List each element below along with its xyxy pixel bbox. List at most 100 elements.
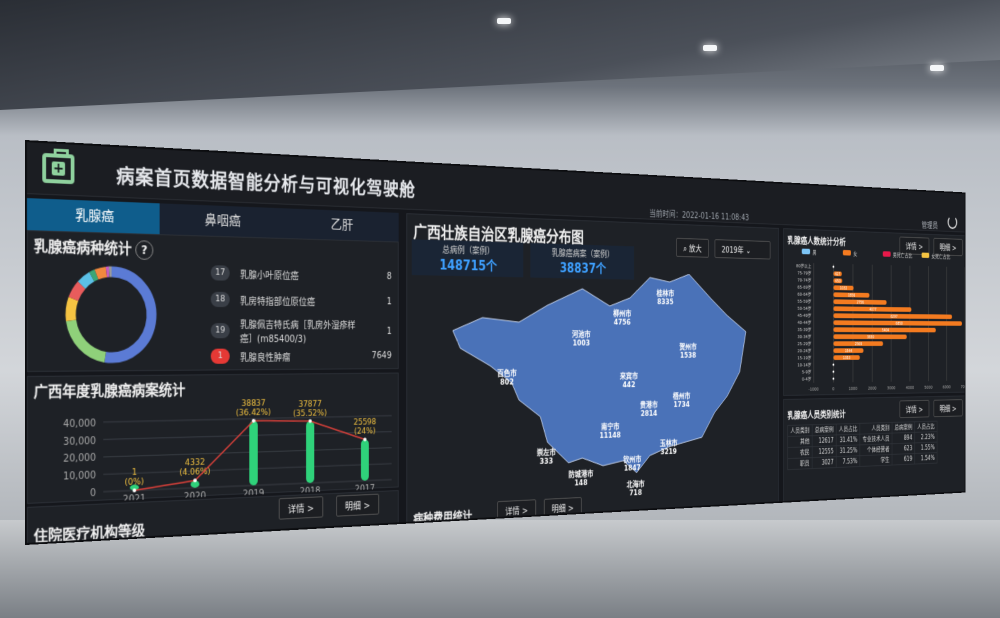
city-value: 442 bbox=[622, 381, 636, 390]
legend-swatch bbox=[882, 251, 891, 257]
guangxi-map bbox=[438, 268, 759, 490]
city-label[interactable]: 河池市 1003 bbox=[572, 331, 591, 348]
city-value: 1003 bbox=[572, 339, 590, 349]
column-header: 总病案例 bbox=[812, 424, 837, 436]
rank-badge: 18 bbox=[210, 291, 230, 308]
y-tick-label: 60-64岁 bbox=[797, 291, 811, 298]
bar bbox=[306, 420, 315, 484]
city-value: 148 bbox=[574, 478, 588, 489]
y-tick-label: 30,000 bbox=[63, 436, 96, 448]
y-tick-label: 30-34岁 bbox=[797, 333, 811, 339]
help-icon[interactable]: ? bbox=[135, 240, 154, 261]
y-tick-label: 25-29岁 bbox=[797, 340, 811, 346]
column-header: 人员类别 bbox=[787, 424, 813, 437]
gridline bbox=[103, 448, 391, 457]
city-label[interactable]: 钦州市 1847 bbox=[623, 456, 641, 473]
donut-slice bbox=[73, 285, 81, 299]
data-label: 38837 bbox=[241, 399, 265, 409]
item-value: 1 bbox=[386, 296, 392, 307]
city-label[interactable]: 崇左市 333 bbox=[537, 449, 556, 467]
y-tick-label: 65-69岁 bbox=[797, 284, 811, 291]
more-button[interactable]: 明细 > bbox=[543, 497, 582, 519]
data-label: (0%) bbox=[125, 477, 144, 488]
list-item[interactable]: 1 乳腺良性肿瘤 7649 bbox=[210, 348, 392, 364]
details-button[interactable]: 详情 > bbox=[497, 499, 536, 522]
x-tick-label: 0 bbox=[832, 387, 834, 392]
city-value: 1734 bbox=[673, 400, 690, 410]
zero-point bbox=[832, 377, 835, 380]
legend-label: 女 bbox=[853, 250, 857, 257]
legend-label: 男死亡占比 bbox=[893, 251, 912, 259]
city-label[interactable]: 防城港市 148 bbox=[569, 470, 594, 488]
city-name: 柳州市 bbox=[613, 310, 632, 319]
panel-title: 乳腺癌病种统计 bbox=[33, 237, 132, 258]
donut-slice bbox=[96, 272, 106, 275]
x-tick-label: 2017 bbox=[355, 484, 375, 495]
data-label: 450 bbox=[835, 279, 841, 284]
x-tick-label: 7000 bbox=[961, 385, 966, 390]
column-header: 总病案例 bbox=[892, 421, 915, 434]
y-tick-label: 70-74岁 bbox=[797, 277, 811, 284]
city-label[interactable]: 柳州市 4756 bbox=[613, 310, 631, 327]
city-label[interactable]: 来宾市 442 bbox=[620, 373, 638, 390]
rank-badge: 19 bbox=[210, 323, 230, 339]
chevron-down-icon: ⌄ bbox=[745, 246, 751, 256]
current-time: 当前时间：2022-01-16 11:08:43 bbox=[649, 209, 750, 223]
data-label: 6850 bbox=[896, 322, 903, 327]
list-item[interactable]: 17 乳腺小叶原位癌 8 bbox=[210, 265, 392, 283]
ceiling-light bbox=[703, 45, 717, 51]
city-label[interactable]: 梧州市 1734 bbox=[673, 393, 690, 410]
y-tick-label: 75-79岁 bbox=[797, 270, 811, 277]
details-button[interactable]: 详情 > bbox=[899, 399, 930, 419]
panel-title: 乳腺癌人员类别统计 bbox=[787, 409, 846, 422]
disease-donut-chart bbox=[41, 261, 179, 367]
donut-slice bbox=[82, 277, 92, 286]
x-tick-label: 2018 bbox=[300, 486, 321, 497]
y-tick-label: 40,000 bbox=[63, 418, 96, 430]
zero-point bbox=[832, 265, 835, 268]
data-label: 1 bbox=[132, 468, 137, 478]
tab-nasopharyngeal[interactable]: 鼻咽癌 bbox=[204, 212, 241, 230]
annual-bar-chart: 0 10,000 20,000 30,000 40,000 2021 1(0%) 2020 43… bbox=[63, 399, 400, 505]
item-label: 乳腺小叶原位癌 bbox=[239, 270, 299, 282]
more-button[interactable]: 明细 > bbox=[933, 399, 963, 418]
table-cell: 学生 bbox=[859, 454, 893, 467]
item-value: 8 bbox=[386, 271, 392, 282]
city-label[interactable]: 百色市 802 bbox=[497, 370, 517, 388]
city-label[interactable]: 北海市 718 bbox=[627, 481, 645, 499]
page-title: 病案首页数据智能分析与可视化驾驶舱 bbox=[116, 164, 416, 202]
data-label: 1856 bbox=[848, 293, 855, 298]
gridline bbox=[103, 464, 391, 475]
x-tick-label: 5000 bbox=[924, 386, 932, 391]
data-label: 3830 bbox=[867, 335, 874, 340]
city-label[interactable]: 桂林市 8335 bbox=[657, 290, 675, 307]
tab-hepatitis-b[interactable]: 乙肝 bbox=[330, 217, 354, 233]
user-name[interactable]: 管理员 bbox=[921, 221, 938, 231]
city-label[interactable]: 南宁市 11148 bbox=[600, 423, 621, 440]
zoom-button[interactable]: ⌕ 放大 bbox=[676, 237, 709, 258]
details-button[interactable]: 详情 > bbox=[278, 496, 323, 520]
annual-stats-panel: 广西年度乳腺癌病案统计 0 10,000 20,000 30,000 40,000 202… bbox=[26, 372, 400, 505]
item-value: 7649 bbox=[371, 350, 392, 361]
x-tick-label: -1000 bbox=[808, 387, 818, 392]
gridline bbox=[103, 432, 391, 440]
x-tick-label: 2000 bbox=[868, 386, 877, 391]
data-label: (36.42%) bbox=[236, 408, 271, 418]
list-item[interactable]: 19 乳腺佩吉特氏病［乳房外湿疹样癌］(m85400/3) 1 bbox=[210, 316, 392, 345]
rank-badge: 17 bbox=[210, 265, 230, 281]
list-item[interactable]: 18 乳房特指部位原位癌 1 bbox=[210, 291, 392, 309]
city-label[interactable]: 玉林市 3219 bbox=[660, 440, 678, 457]
legend-swatch bbox=[921, 252, 930, 259]
power-icon[interactable] bbox=[947, 215, 958, 230]
x-tick-label: 2019 bbox=[243, 489, 265, 500]
city-label[interactable]: 贵港市 2814 bbox=[640, 402, 658, 419]
y-tick-label: 50-54岁 bbox=[797, 305, 811, 312]
disease-stats-panel: 乳腺癌病种统计? 17 乳腺小叶原位癌 8 18 乳房特指部位原位癌 1 19 乳腺佩吉特… bbox=[26, 230, 399, 372]
data-label: 2756 bbox=[857, 300, 864, 305]
table-cell: 1.54% bbox=[914, 452, 938, 465]
city-label[interactable]: 贺州市 1538 bbox=[679, 344, 696, 360]
more-button[interactable]: 明细 > bbox=[336, 493, 379, 517]
y-tick-label: 40-44岁 bbox=[797, 319, 811, 325]
tab-breast-cancer[interactable]: 乳腺癌 bbox=[26, 198, 160, 235]
year-select[interactable]: 2019年 ⌄ bbox=[714, 239, 771, 260]
